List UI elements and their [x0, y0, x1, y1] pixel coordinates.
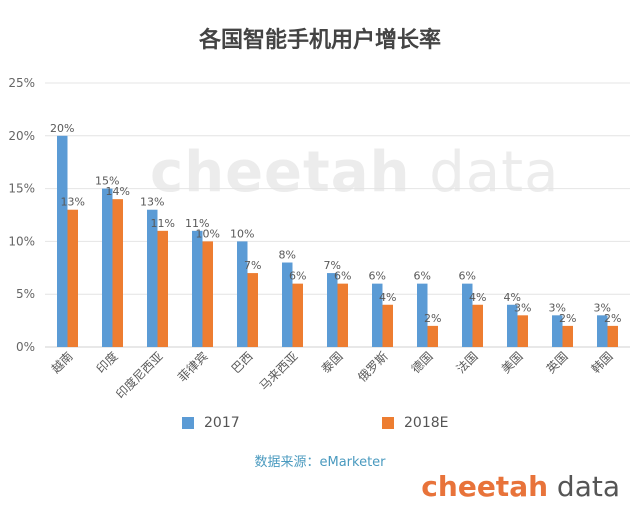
bar-2017 [462, 283, 473, 347]
data-label: 2% [559, 312, 576, 325]
brand-light-text: data [548, 470, 620, 503]
data-label: 20% [50, 122, 74, 135]
x-tick-label: 韩国 [588, 349, 616, 377]
bar-2017 [102, 188, 113, 347]
bar-2018E [112, 199, 123, 347]
bar-2017 [417, 283, 428, 347]
x-tick-label: 法国 [454, 349, 481, 376]
x-tick-label: 俄罗斯 [355, 349, 390, 384]
bar-2018E [382, 304, 393, 347]
data-label: 7% [244, 259, 261, 272]
data-label: 3% [549, 301, 566, 314]
watermark-bold-text: cheetah [150, 140, 411, 205]
data-source: 数据来源：eMarketer [254, 455, 386, 470]
data-label: 4% [469, 291, 486, 304]
x-tick-label: 菲律宾 [175, 349, 211, 385]
bar-2018E [517, 315, 528, 347]
legend-item: 2018E [382, 415, 448, 431]
bar-2017 [282, 262, 293, 347]
bar-2018E [67, 209, 78, 347]
x-tick-label: 英国 [544, 349, 571, 376]
bar-2017 [147, 209, 158, 347]
y-tick-label: 15% [8, 182, 35, 196]
data-label: 13% [140, 196, 164, 209]
bar-2017 [192, 230, 203, 347]
x-tick-label: 越南 [48, 349, 76, 377]
y-tick-label: 10% [8, 234, 35, 248]
x-tick-label: 德国 [408, 349, 436, 377]
x-tick-label: 巴西 [229, 349, 256, 376]
bar-2017 [372, 283, 383, 347]
bar-2018E [292, 283, 303, 347]
brand-logo: cheetah data [421, 470, 620, 503]
data-label: 13% [61, 196, 85, 209]
data-label: 15% [95, 175, 119, 188]
data-label: 3% [594, 301, 611, 314]
y-tick-label: 5% [16, 287, 35, 301]
data-label: 2% [604, 312, 621, 325]
brand-bold-text: cheetah [421, 470, 549, 503]
bar-2018E [607, 325, 618, 347]
x-tick-label: 美国 [499, 349, 526, 376]
data-label: 11% [151, 217, 175, 230]
bar-2017 [507, 304, 518, 347]
data-label: 4% [504, 291, 521, 304]
legend-swatch [182, 417, 194, 429]
x-tick-label: 印度 [93, 349, 121, 377]
bar-2017 [597, 315, 608, 347]
data-label: 14% [106, 185, 130, 198]
bar-2017 [237, 241, 248, 347]
bar-2018E [157, 230, 168, 347]
legend-label: 2017 [204, 415, 240, 431]
x-tick-label: 马来西亚 [257, 349, 301, 393]
legend-item: 2017 [182, 415, 240, 431]
watermark: cheetah data [150, 140, 559, 205]
y-tick-label: 25% [8, 76, 35, 90]
x-tick-label: 印度尼西亚 [113, 349, 166, 402]
data-label: 7% [324, 259, 341, 272]
y-tick-label: 20% [8, 129, 35, 143]
bar-2018E [472, 304, 483, 347]
x-tick-label: 泰国 [319, 349, 346, 376]
legend-swatch [382, 417, 394, 429]
y-tick-label: 0% [16, 340, 35, 354]
data-label: 11% [185, 217, 209, 230]
bar-2017 [327, 273, 338, 347]
data-label: 8% [279, 249, 296, 262]
bar-2018E [562, 325, 573, 347]
watermark-light-text: data [410, 140, 560, 205]
bar-2018E [247, 273, 258, 347]
data-label: 6% [334, 270, 351, 283]
data-label: 6% [414, 270, 431, 283]
data-label: 10% [196, 227, 220, 240]
legend-label: 2018E [404, 415, 449, 431]
chart-title: 各国智能手机用户增长率 [198, 28, 441, 53]
bar-2017 [57, 135, 68, 347]
data-label: 6% [289, 270, 306, 283]
bar-2018E [427, 325, 438, 347]
data-label: 3% [514, 301, 531, 314]
data-label: 6% [369, 270, 386, 283]
bar-2018E [337, 283, 348, 347]
data-label: 6% [459, 270, 476, 283]
data-label: 10% [230, 227, 254, 240]
chart-legend: 2017 2018E [0, 415, 640, 439]
bar-2018E [202, 241, 213, 347]
data-label: 4% [379, 291, 396, 304]
data-label: 2% [424, 312, 441, 325]
bar-2017 [552, 315, 563, 347]
